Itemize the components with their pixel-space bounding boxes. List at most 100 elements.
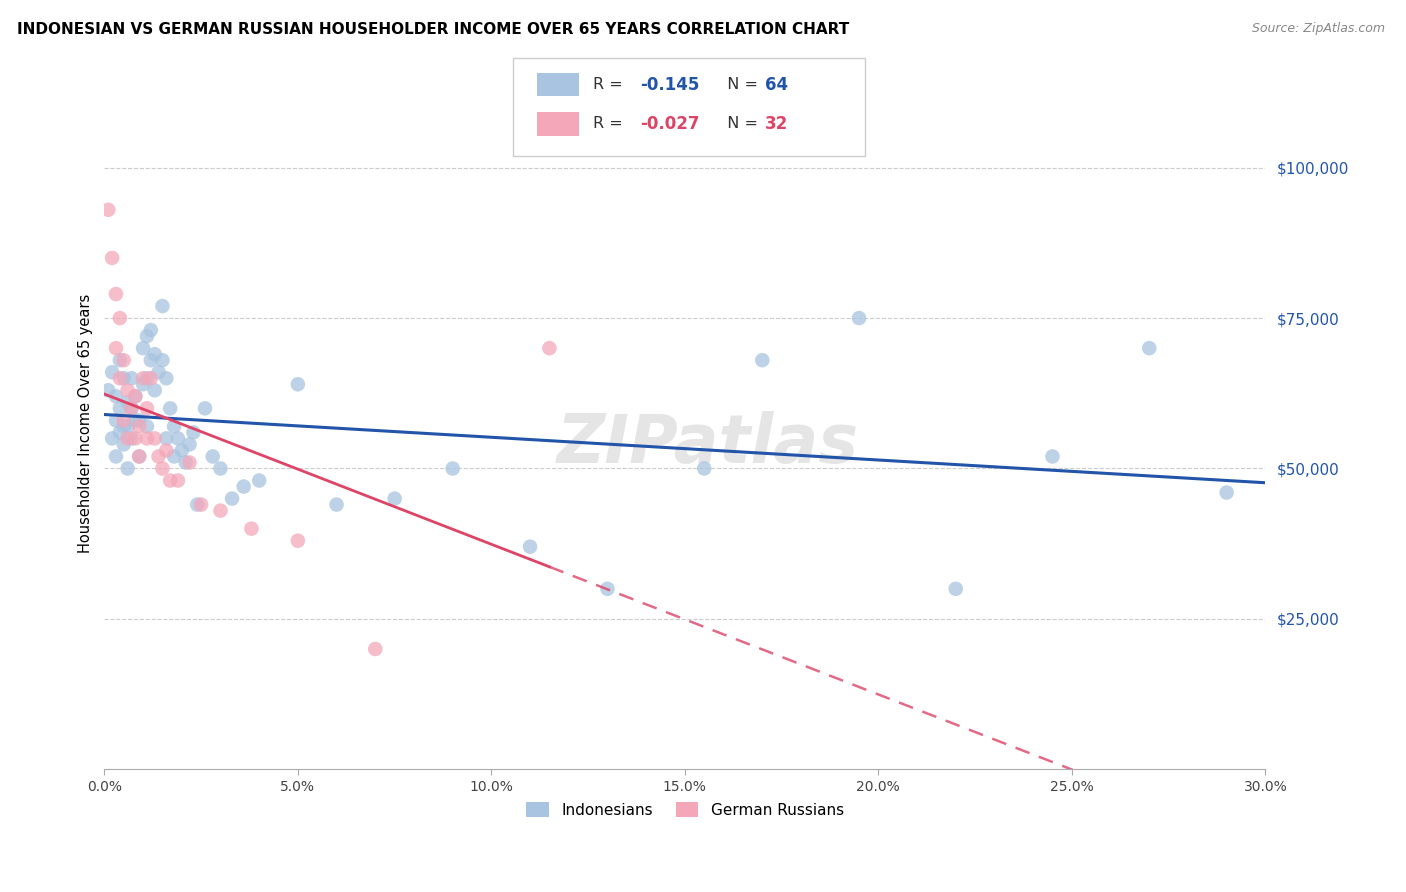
Indonesians [152, 299, 174, 313]
German Russians [124, 431, 146, 445]
Indonesians [693, 461, 716, 475]
German Russians [155, 443, 177, 458]
Indonesians [143, 384, 166, 398]
Indonesians [596, 582, 619, 596]
Indonesians [751, 353, 773, 368]
Indonesians [121, 401, 143, 416]
Text: ZIPatlas: ZIPatlas [557, 411, 859, 477]
Indonesians [155, 431, 177, 445]
German Russians [136, 401, 159, 416]
German Russians [179, 455, 201, 469]
Text: N =: N = [717, 78, 763, 92]
Indonesians [136, 419, 159, 434]
Indonesians [152, 353, 174, 368]
German Russians [139, 371, 162, 385]
Indonesians [97, 384, 120, 398]
German Russians [190, 498, 212, 512]
Indonesians [170, 443, 193, 458]
Indonesians [183, 425, 205, 440]
Indonesians [209, 461, 232, 475]
Text: -0.145: -0.145 [640, 76, 699, 94]
Indonesians [201, 450, 224, 464]
Text: -0.027: -0.027 [640, 115, 699, 133]
Text: INDONESIAN VS GERMAN RUSSIAN HOUSEHOLDER INCOME OVER 65 YEARS CORRELATION CHART: INDONESIAN VS GERMAN RUSSIAN HOUSEHOLDER… [17, 22, 849, 37]
Indonesians [128, 413, 150, 427]
Indonesians [1137, 341, 1160, 355]
Indonesians [101, 365, 124, 379]
Indonesians [108, 353, 131, 368]
Indonesians [112, 419, 135, 434]
German Russians [538, 341, 561, 355]
Indonesians [112, 437, 135, 451]
German Russians [148, 450, 170, 464]
Indonesians [104, 450, 127, 464]
Indonesians [179, 437, 201, 451]
Legend: Indonesians, German Russians: Indonesians, German Russians [520, 796, 851, 824]
Indonesians [108, 401, 131, 416]
Text: R =: R = [593, 78, 628, 92]
German Russians [112, 353, 135, 368]
German Russians [108, 371, 131, 385]
Indonesians [247, 474, 270, 488]
German Russians [101, 251, 124, 265]
Indonesians [139, 353, 162, 368]
German Russians [104, 341, 127, 355]
German Russians [159, 474, 181, 488]
Indonesians [148, 365, 170, 379]
Indonesians [124, 413, 146, 427]
Indonesians [174, 455, 197, 469]
Indonesians [167, 431, 190, 445]
Indonesians [848, 311, 870, 326]
Indonesians [104, 413, 127, 427]
Indonesians [159, 401, 181, 416]
Indonesians [441, 461, 464, 475]
Indonesians [139, 323, 162, 337]
German Russians [143, 431, 166, 445]
Indonesians [104, 389, 127, 403]
Indonesians [112, 371, 135, 385]
Indonesians [325, 498, 347, 512]
Indonesians [945, 582, 967, 596]
German Russians [240, 522, 263, 536]
German Russians [108, 311, 131, 326]
German Russians [121, 401, 143, 416]
Indonesians [186, 498, 208, 512]
Indonesians [155, 371, 177, 385]
Y-axis label: Householder Income Over 65 years: Householder Income Over 65 years [79, 293, 93, 553]
Indonesians [121, 371, 143, 385]
Indonesians [136, 371, 159, 385]
Text: N =: N = [717, 117, 763, 131]
German Russians [287, 533, 309, 548]
German Russians [97, 202, 120, 217]
Indonesians [117, 461, 139, 475]
German Russians [209, 503, 232, 517]
Indonesians [519, 540, 541, 554]
Indonesians [221, 491, 243, 506]
Indonesians [117, 419, 139, 434]
Indonesians [136, 329, 159, 343]
German Russians [128, 450, 150, 464]
German Russians [167, 474, 190, 488]
German Russians [132, 371, 155, 385]
German Russians [104, 287, 127, 301]
German Russians [152, 461, 174, 475]
Indonesians [163, 419, 186, 434]
German Russians [117, 431, 139, 445]
German Russians [136, 431, 159, 445]
German Russians [364, 642, 387, 657]
Indonesians [143, 347, 166, 361]
Indonesians [1215, 485, 1237, 500]
Indonesians [128, 450, 150, 464]
German Russians [128, 419, 150, 434]
Indonesians [287, 377, 309, 392]
Indonesians [124, 389, 146, 403]
German Russians [124, 389, 146, 403]
Indonesians [108, 425, 131, 440]
Indonesians [121, 431, 143, 445]
Indonesians [163, 450, 186, 464]
Indonesians [194, 401, 217, 416]
Indonesians [132, 377, 155, 392]
German Russians [112, 413, 135, 427]
Indonesians [132, 341, 155, 355]
Text: 64: 64 [765, 76, 787, 94]
